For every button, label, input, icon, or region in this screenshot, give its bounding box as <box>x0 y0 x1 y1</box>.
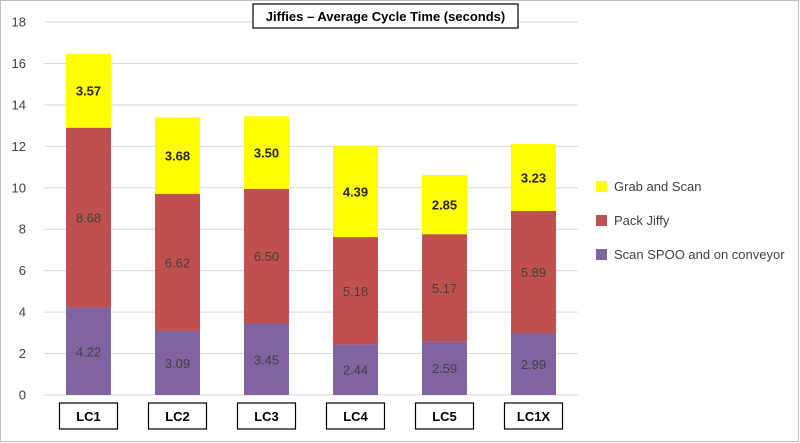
y-tick-label: 8 <box>19 222 26 237</box>
legend: Grab and Scan Pack Jiffy Scan SPOO and on … <box>596 179 785 262</box>
data-label: 6.62 <box>165 255 190 270</box>
category-label: LC3 <box>254 409 279 424</box>
data-label: 8.68 <box>76 211 101 226</box>
y-tick-label: 18 <box>12 15 26 30</box>
category-box <box>325 402 386 430</box>
legend-swatch <box>596 249 607 260</box>
bar-segment <box>244 323 289 395</box>
category-label: LC5 <box>432 409 457 424</box>
category-box <box>414 402 475 430</box>
bar-segment <box>422 234 467 342</box>
bar-segment <box>511 333 556 395</box>
data-label: 2.85 <box>432 198 457 213</box>
data-label: 2.99 <box>521 357 546 372</box>
bar-segment <box>155 193 200 331</box>
data-label: 3.50 <box>254 146 279 161</box>
bar-segment <box>511 144 556 211</box>
category-box <box>503 402 564 430</box>
chart-title-text: Jiffies – Average Cycle Time (seconds) <box>266 9 505 24</box>
data-label: 5.18 <box>343 284 368 299</box>
category-label: LC1 <box>76 409 101 424</box>
bar-segment <box>155 330 200 395</box>
data-label: 3.45 <box>254 352 279 367</box>
data-label: 3.09 <box>165 356 190 371</box>
legend-label: Grab and Scan <box>614 179 701 194</box>
legend-label: Scan SPOO and on conveyor <box>614 247 785 262</box>
data-label: 4.39 <box>343 185 368 200</box>
y-axis-ticks: 0 2 4 6 8 10 12 14 16 18 <box>12 15 26 403</box>
bar-segment <box>333 237 378 345</box>
y-tick-label: 0 <box>19 388 26 403</box>
bars <box>66 53 556 395</box>
chart-title: Jiffies – Average Cycle Time (seconds) <box>252 3 519 29</box>
data-label: 3.68 <box>165 149 190 164</box>
bar-segment <box>244 188 289 324</box>
data-labels: 4.22 8.68 3.57 3.09 6.62 3.68 3.45 6.50 3.50 2.44… <box>76 84 546 378</box>
legend-label: Pack Jiffy <box>614 213 670 228</box>
y-tick-label: 6 <box>19 263 26 278</box>
data-label: 3.23 <box>521 171 546 186</box>
y-tick-label: 4 <box>19 305 26 320</box>
y-tick-label: 12 <box>12 139 26 154</box>
category-label: LC4 <box>343 409 368 424</box>
chart-title-box <box>252 3 519 29</box>
bar-segment <box>422 175 467 235</box>
x-axis-categories: LC1 LC2 LC3 LC4 LC5 LC1X <box>58 402 564 430</box>
data-label: 2.59 <box>432 361 457 376</box>
category-box <box>147 402 208 430</box>
bar-segment <box>422 341 467 395</box>
bar-segment <box>66 53 111 128</box>
bar-segment <box>66 307 111 395</box>
data-label: 6.50 <box>254 249 279 264</box>
legend-swatch <box>596 215 607 226</box>
category-label: LC2 <box>165 409 190 424</box>
category-box <box>58 402 119 430</box>
y-tick-label: 14 <box>12 97 26 112</box>
bar-segment <box>511 210 556 334</box>
bar-segment <box>66 127 111 308</box>
data-label: 5.89 <box>521 265 546 280</box>
bar-segment <box>244 116 289 189</box>
bar-segment <box>333 344 378 395</box>
bar-segment <box>333 146 378 238</box>
category-box <box>236 402 297 430</box>
data-label: 2.44 <box>343 363 368 378</box>
data-label: 3.57 <box>76 84 101 99</box>
data-label: 5.17 <box>432 281 457 296</box>
y-tick-label: 16 <box>12 56 26 71</box>
y-tick-label: 10 <box>12 180 26 195</box>
category-label: LC1X <box>517 409 551 424</box>
legend-swatch <box>596 181 607 192</box>
y-tick-label: 2 <box>19 346 26 361</box>
bar-segment <box>155 117 200 194</box>
data-label: 4.22 <box>76 344 101 359</box>
